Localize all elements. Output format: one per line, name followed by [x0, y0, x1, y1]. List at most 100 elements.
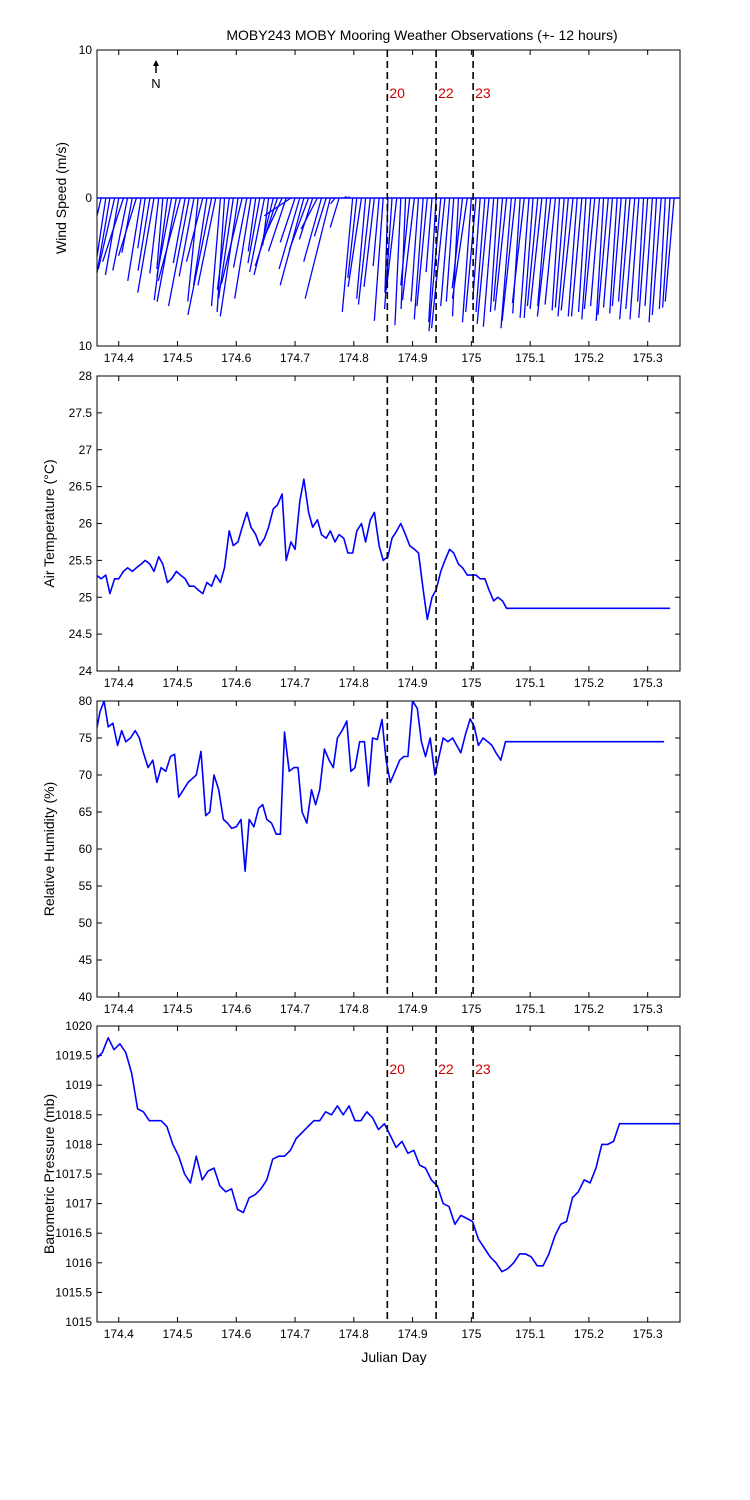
wind-stick: [629, 197, 640, 320]
wind-stick: [644, 197, 654, 307]
wind-stick: [220, 197, 243, 284]
wind-stick: [544, 197, 557, 305]
wind-stick: [347, 196, 350, 199]
x-tick-label: 175.2: [574, 676, 604, 690]
wind-stick: [253, 197, 274, 276]
wind-stick: [523, 197, 534, 318]
x-axis-label: Julian Day: [361, 1349, 426, 1365]
figure-title: MOBY243 MOBY Mooring Weather Observation…: [226, 27, 617, 43]
wind-stick: [216, 197, 226, 313]
data-line: [97, 701, 665, 872]
plot-frame: [96, 1025, 681, 1323]
x-tick-label: 175.2: [574, 1002, 604, 1016]
wind-stick: [384, 197, 389, 293]
x-tick-label: 174.9: [398, 351, 428, 365]
wind-stick: [167, 197, 190, 307]
wind-stick: [577, 197, 587, 313]
wind-stick: [476, 197, 490, 324]
wind-stick: [137, 197, 155, 293]
plot-area: [97, 701, 665, 872]
x-tick-label: 174.7: [280, 676, 310, 690]
wind-stick: [197, 197, 217, 286]
wind-stick: [560, 197, 574, 311]
wind-stick: [341, 197, 354, 313]
wind-stick: [537, 197, 548, 307]
x-tick-label: 175: [461, 351, 481, 365]
wind-stick: [501, 197, 517, 321]
wind-stick: [185, 197, 204, 262]
x-tick-label: 174.8: [339, 351, 369, 365]
panel-3: 174.4 174.5 174.6 174.7 174.8 174.9 175 175.1 17…: [41, 694, 681, 1016]
wind-stick: [210, 197, 222, 307]
x-tick-label: 175: [461, 1002, 481, 1016]
y-tick-label: 50: [79, 916, 93, 930]
wind-stick: [347, 197, 363, 287]
wind-stick: [97, 197, 111, 277]
wind-stick: [267, 197, 287, 252]
wind-stick: [394, 197, 402, 326]
marker-label: 20: [389, 85, 405, 101]
wind-stick: [300, 197, 318, 230]
wind-stick: [451, 197, 468, 299]
wind-stick: [112, 197, 129, 271]
y-tick-label: 1018: [65, 1137, 92, 1151]
x-tick-label: 174.8: [339, 676, 369, 690]
wind-stick: [611, 197, 622, 307]
wind-stick: [156, 197, 173, 277]
wind-stick: [529, 197, 543, 310]
marker-label: 23: [475, 85, 491, 101]
north-arrow-head: [153, 60, 159, 66]
wind-stick: [172, 197, 186, 264]
wind-stick: [279, 197, 296, 243]
y-tick-label: 40: [79, 990, 93, 1004]
wind-stick: [570, 197, 583, 317]
y-tick-label: 65: [79, 805, 93, 819]
x-tick-label: 174.4: [104, 676, 134, 690]
y-tick-label: 1017: [65, 1197, 92, 1211]
y-tick-label: 1016: [65, 1256, 92, 1270]
wind-stick: [97, 197, 107, 258]
wind-stick: [557, 197, 569, 317]
panel-4: 174.4 174.5 174.6 174.7 174.8 174.9 175 175.1 17…: [41, 1019, 681, 1341]
wind-stick: [357, 197, 371, 305]
wind-stick: [104, 197, 120, 276]
y-tick-label: 27.5: [69, 406, 93, 420]
wind-stick: [428, 197, 442, 332]
wind-stick: [234, 197, 252, 299]
wind-stick: [329, 197, 340, 228]
wind-stick: [536, 197, 552, 317]
wind-stick: [217, 197, 234, 299]
wind-stick: [149, 197, 160, 274]
wind-stick: [500, 197, 512, 329]
x-tick-label: 174.7: [280, 1327, 310, 1341]
x-tick-label: 174.6: [221, 1002, 251, 1016]
wind-stick: [551, 197, 561, 311]
wind-stick: [263, 197, 292, 217]
y-tick-label: 75: [79, 731, 93, 745]
wind-stick: [157, 197, 182, 282]
wind-stick: [638, 197, 649, 318]
wind-stick: [581, 197, 592, 320]
y-tick-label: 1015: [65, 1315, 92, 1329]
y-tick-label: 1019: [65, 1078, 92, 1092]
wind-stick: [247, 197, 257, 252]
y-tick-label: 55: [79, 879, 93, 893]
plot-area: [97, 1037, 680, 1273]
wind-stick: [445, 197, 455, 302]
wind-stick: [567, 197, 578, 317]
wind-stick: [410, 197, 420, 302]
y-tick-label: 1020: [65, 1019, 92, 1033]
wind-stick: [347, 197, 358, 278]
wind-stick: [526, 197, 539, 307]
wind-stick: [413, 197, 424, 320]
y-tick-label: 1016.5: [55, 1226, 92, 1240]
x-tick-label: 174.4: [104, 1327, 134, 1341]
y-tick-label: 26.5: [69, 480, 93, 494]
wind-stick: [661, 197, 671, 308]
wind-stick: [178, 197, 195, 277]
x-tick-label: 174.6: [221, 351, 251, 365]
panel-1: 174.4 174.5 174.6 174.7 174.8 174.9 175 175.1 17…: [53, 43, 681, 365]
wind-stick: [97, 197, 116, 270]
wind-stick: [619, 197, 631, 320]
x-tick-label: 175.2: [574, 1327, 604, 1341]
